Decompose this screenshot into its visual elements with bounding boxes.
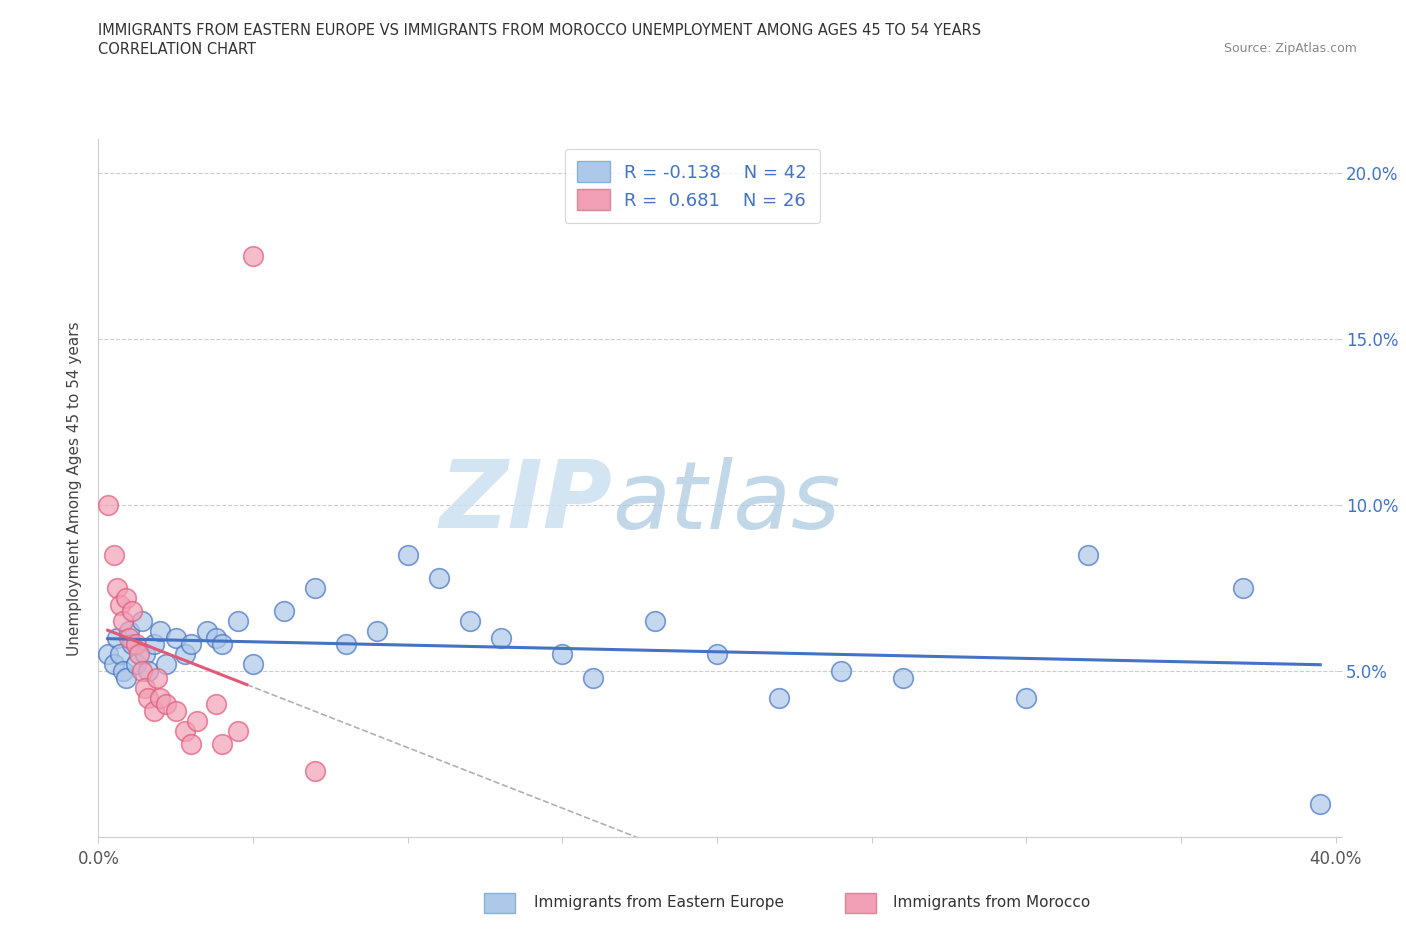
- Text: ZIP: ZIP: [439, 457, 612, 548]
- Point: [211, 637, 233, 652]
- Point: [105, 580, 128, 595]
- Point: [891, 671, 914, 685]
- Point: [458, 614, 481, 629]
- Legend: R = -0.138    N = 42, R =  0.681    N = 26: R = -0.138 N = 42, R = 0.681 N = 26: [565, 149, 820, 223]
- Point: [366, 624, 388, 639]
- Text: CORRELATION CHART: CORRELATION CHART: [98, 42, 256, 57]
- Point: [174, 724, 197, 738]
- Point: [155, 657, 177, 671]
- Point: [195, 624, 218, 639]
- Point: [155, 697, 177, 711]
- Point: [97, 498, 120, 512]
- Point: [205, 631, 228, 645]
- Point: [103, 657, 125, 671]
- Point: [136, 690, 159, 705]
- Point: [143, 703, 166, 718]
- Point: [1077, 547, 1099, 562]
- Point: [131, 663, 153, 678]
- Point: [211, 737, 233, 751]
- Point: [242, 248, 264, 263]
- Point: [103, 547, 125, 562]
- Point: [304, 764, 326, 778]
- Point: [226, 724, 249, 738]
- Point: [134, 647, 156, 662]
- Point: [143, 637, 166, 652]
- Point: [165, 631, 187, 645]
- Point: [115, 591, 138, 605]
- Point: [174, 647, 197, 662]
- Point: [121, 604, 143, 618]
- Point: [644, 614, 666, 629]
- Point: [489, 631, 512, 645]
- Point: [273, 604, 295, 618]
- Point: [124, 657, 146, 671]
- Point: [108, 647, 131, 662]
- Point: [121, 637, 143, 652]
- Point: [149, 690, 172, 705]
- Point: [1309, 796, 1331, 811]
- Text: Source: ZipAtlas.com: Source: ZipAtlas.com: [1223, 42, 1357, 55]
- Point: [768, 690, 790, 705]
- Point: [165, 703, 187, 718]
- Point: [118, 631, 141, 645]
- Point: [335, 637, 357, 652]
- Point: [128, 647, 150, 662]
- Point: [112, 614, 135, 629]
- Text: IMMIGRANTS FROM EASTERN EUROPE VS IMMIGRANTS FROM MOROCCO UNEMPLOYMENT AMONG AGE: IMMIGRANTS FROM EASTERN EUROPE VS IMMIGR…: [98, 23, 981, 38]
- Point: [118, 624, 141, 639]
- Point: [242, 657, 264, 671]
- Point: [304, 580, 326, 595]
- Point: [1015, 690, 1038, 705]
- Point: [105, 631, 128, 645]
- Point: [226, 614, 249, 629]
- Point: [115, 671, 138, 685]
- Point: [1232, 580, 1254, 595]
- Point: [146, 671, 169, 685]
- Point: [427, 570, 450, 585]
- Y-axis label: Unemployment Among Ages 45 to 54 years: Unemployment Among Ages 45 to 54 years: [67, 321, 83, 656]
- Point: [149, 624, 172, 639]
- Point: [180, 737, 202, 751]
- Point: [112, 663, 135, 678]
- Point: [205, 697, 228, 711]
- Text: atlas: atlas: [612, 457, 841, 548]
- Point: [124, 637, 146, 652]
- Text: Immigrants from Morocco: Immigrants from Morocco: [893, 895, 1090, 910]
- Point: [97, 647, 120, 662]
- Point: [180, 637, 202, 652]
- Point: [396, 547, 419, 562]
- Point: [830, 663, 852, 678]
- Point: [108, 597, 131, 612]
- Point: [551, 647, 574, 662]
- Point: [131, 614, 153, 629]
- Point: [186, 713, 208, 728]
- Point: [582, 671, 605, 685]
- Point: [706, 647, 728, 662]
- Text: Immigrants from Eastern Europe: Immigrants from Eastern Europe: [534, 895, 785, 910]
- Point: [136, 663, 159, 678]
- Point: [134, 680, 156, 695]
